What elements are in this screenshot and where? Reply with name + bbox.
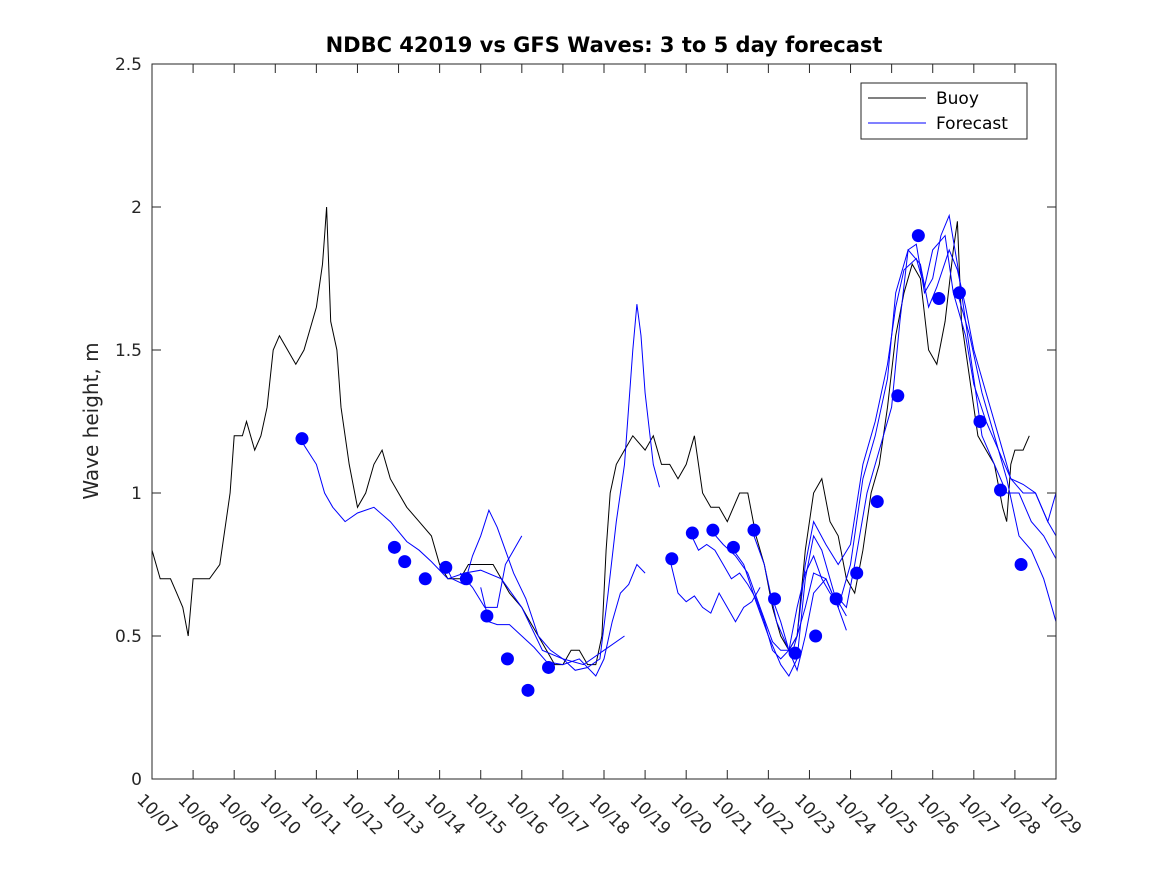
series-layer xyxy=(151,206,1057,677)
y-axis-label: Wave height, m xyxy=(79,342,103,499)
forecast-marker xyxy=(850,566,864,580)
y-tick-label: 0.5 xyxy=(115,627,142,647)
forecast-marker xyxy=(809,629,823,643)
forecast-marker xyxy=(542,660,556,674)
forecast-marker xyxy=(1014,558,1028,571)
series-line-forecast-1 xyxy=(299,438,625,666)
forecast-marker xyxy=(768,592,782,606)
y-tick-label: 1.5 xyxy=(115,341,142,361)
marker-layer xyxy=(295,229,1028,697)
forecast-marker xyxy=(387,540,401,554)
y-tick-label: 2 xyxy=(131,198,142,218)
series-line-forecast-2 xyxy=(443,304,660,671)
forecast-marker xyxy=(932,292,946,306)
series-line-forecast-8 xyxy=(730,213,1057,677)
legend-box xyxy=(860,82,1028,140)
forecast-marker xyxy=(398,555,412,569)
legend-forecast-label: Forecast xyxy=(936,114,1008,134)
forecast-marker xyxy=(665,552,679,566)
y-tick-label: 0 xyxy=(131,770,142,790)
legend: Buoy Forecast xyxy=(860,82,1028,140)
series-line-forecast-3 xyxy=(459,535,523,608)
forecast-marker xyxy=(829,592,843,606)
series-line-forecast-5 xyxy=(669,558,761,623)
y-tick-label: 1 xyxy=(131,484,142,504)
series-line-forecast-9 xyxy=(751,234,1057,652)
series-line-forecast-11 xyxy=(956,292,1057,622)
forecast-marker xyxy=(418,572,432,586)
forecast-marker xyxy=(952,286,966,300)
forecast-marker xyxy=(685,526,699,540)
forecast-marker xyxy=(911,229,925,243)
chart-title: NDBC 42019 vs GFS Waves: 3 to 5 day fore… xyxy=(326,33,883,57)
legend-buoy-label: Buoy xyxy=(936,89,979,109)
forecast-marker xyxy=(295,432,309,446)
forecast-marker xyxy=(500,652,514,666)
forecast-marker xyxy=(439,560,453,574)
forecast-marker xyxy=(726,540,740,554)
forecast-marker xyxy=(521,683,535,697)
forecast-marker xyxy=(891,389,905,403)
forecast-marker xyxy=(973,415,987,428)
forecast-marker xyxy=(788,646,802,660)
y-tick-label: 2.5 xyxy=(115,55,142,75)
forecast-marker xyxy=(994,483,1008,497)
forecast-marker xyxy=(706,523,720,537)
forecast-marker xyxy=(480,609,494,623)
forecast-marker xyxy=(747,523,761,537)
y-ticks: 0 0.5 1 1.5 2 2.5 xyxy=(115,55,1056,790)
series-line-forecast-4 xyxy=(480,563,646,677)
forecast-marker xyxy=(870,495,884,509)
plot-area xyxy=(152,64,1056,779)
forecast-marker xyxy=(459,572,473,586)
series-line-forecast-10 xyxy=(772,248,1057,672)
